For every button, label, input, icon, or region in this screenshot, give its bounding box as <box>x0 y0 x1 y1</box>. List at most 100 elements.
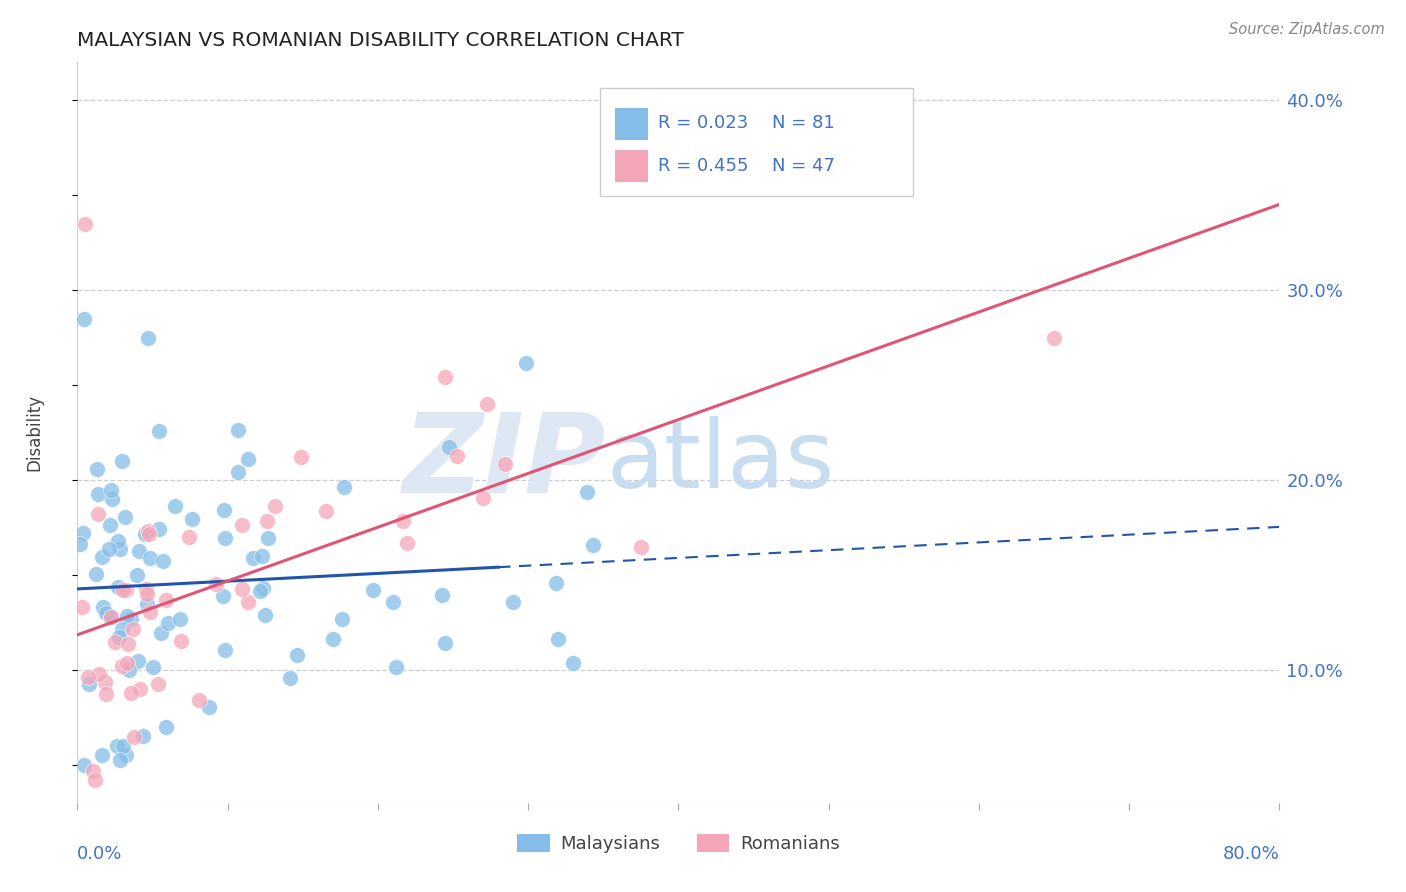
Point <box>111 658 134 673</box>
Point <box>155 720 177 734</box>
Point <box>575 484 598 499</box>
Point <box>169 612 191 626</box>
Point <box>120 686 142 700</box>
Point <box>163 500 186 514</box>
Point <box>82 764 104 778</box>
Point <box>104 634 127 648</box>
Point <box>544 576 567 591</box>
Point <box>253 607 276 622</box>
Point <box>155 593 177 607</box>
Point <box>322 632 344 647</box>
Point <box>231 582 253 597</box>
Point <box>156 616 179 631</box>
Point <box>98 542 121 557</box>
Text: atlas: atlas <box>606 417 835 508</box>
Point <box>430 588 453 602</box>
Point <box>122 622 145 636</box>
Point <box>142 659 165 673</box>
Point <box>128 543 150 558</box>
Point <box>228 423 250 437</box>
Point <box>94 687 117 701</box>
Point <box>105 739 128 753</box>
Point <box>86 462 108 476</box>
Point <box>333 480 356 494</box>
Point <box>94 674 117 689</box>
Point <box>236 595 259 609</box>
Point <box>290 450 312 464</box>
Point <box>475 397 498 411</box>
Point <box>135 597 157 611</box>
Point <box>494 457 516 471</box>
Point <box>256 514 278 528</box>
Point <box>547 632 569 646</box>
Point <box>75 217 97 231</box>
Text: ZIP: ZIP <box>402 409 606 516</box>
Point <box>87 487 110 501</box>
Point <box>73 311 96 326</box>
Point <box>231 518 253 533</box>
Point <box>134 527 156 541</box>
Point <box>77 670 100 684</box>
Point <box>252 581 274 595</box>
Point <box>100 610 122 624</box>
Point <box>83 772 105 787</box>
Point <box>138 524 160 539</box>
Text: Source: ZipAtlas.com: Source: ZipAtlas.com <box>1229 22 1385 37</box>
Point <box>87 666 110 681</box>
Point <box>111 739 134 753</box>
Point <box>136 331 159 345</box>
Point <box>107 534 129 549</box>
Point <box>150 626 173 640</box>
Point <box>187 693 209 707</box>
Point <box>90 748 112 763</box>
Legend: Malaysians, Romanians: Malaysians, Romanians <box>510 827 846 861</box>
Bar <box>614 150 648 182</box>
Point <box>212 503 235 517</box>
Point <box>107 580 129 594</box>
Point <box>117 637 139 651</box>
Point <box>131 730 153 744</box>
Text: R = 0.455: R = 0.455 <box>658 157 748 175</box>
Point <box>84 566 107 581</box>
Text: MALAYSIAN VS ROMANIAN DISABILITY CORRELATION CHART: MALAYSIAN VS ROMANIAN DISABILITY CORRELA… <box>77 30 685 50</box>
Point <box>79 677 101 691</box>
Point <box>100 483 122 498</box>
Point <box>135 582 157 596</box>
Point <box>94 607 117 621</box>
Text: 0.0%: 0.0% <box>77 845 122 863</box>
Point <box>138 526 160 541</box>
Point <box>115 609 138 624</box>
Point <box>148 425 170 439</box>
Point <box>582 537 605 551</box>
Point <box>395 536 418 550</box>
Point <box>148 522 170 536</box>
Point <box>179 530 201 544</box>
Point <box>278 671 301 685</box>
Point <box>285 648 308 662</box>
Point <box>212 589 235 603</box>
Point <box>384 659 406 673</box>
Point <box>198 700 221 714</box>
Point <box>630 540 652 554</box>
Point <box>127 655 149 669</box>
Point <box>433 370 456 384</box>
Point <box>242 551 264 566</box>
Point <box>152 554 174 568</box>
Point <box>73 757 96 772</box>
Point <box>139 550 162 565</box>
Point <box>562 657 585 671</box>
Point <box>108 753 131 767</box>
Point <box>87 507 110 521</box>
Point <box>107 630 129 644</box>
Point <box>91 550 114 565</box>
FancyBboxPatch shape <box>600 88 912 195</box>
Point <box>205 577 228 591</box>
Point <box>128 681 150 696</box>
Point <box>100 491 122 506</box>
Point <box>100 610 122 624</box>
Point <box>315 504 337 518</box>
Point <box>139 605 162 619</box>
Point <box>264 499 287 513</box>
Text: N = 81: N = 81 <box>772 114 835 132</box>
Text: Disability: Disability <box>25 394 44 471</box>
